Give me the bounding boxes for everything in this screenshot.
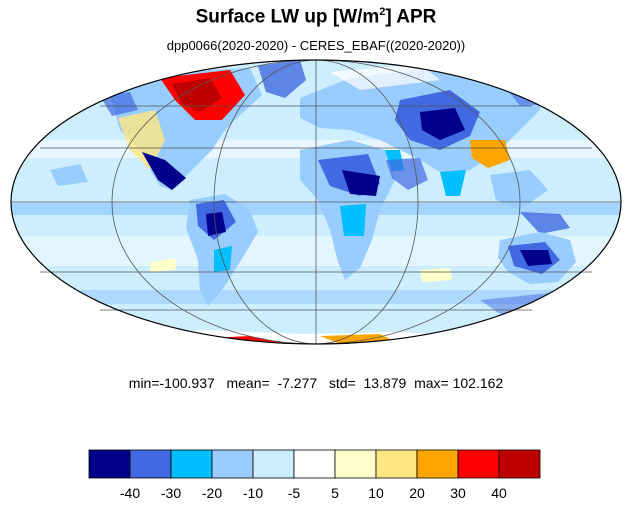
- colorbar-swatch-10: [498, 449, 541, 479]
- colorbar-swatch-8: [416, 449, 459, 479]
- colorbar-tick-label: 40: [491, 485, 507, 501]
- colorbar-tick-label: 10: [368, 485, 384, 501]
- colorbar-tick-label: -20: [202, 485, 222, 501]
- colorbar-tick-label: 20: [409, 485, 425, 501]
- colorbar-swatch-3: [211, 449, 254, 479]
- stat-mean: -7.277: [277, 375, 318, 391]
- colorbar-swatch-9: [457, 449, 500, 479]
- greenland: [258, 60, 306, 98]
- colorbar-tick-label: -5: [288, 485, 301, 501]
- colorbar-tick-label: 30: [450, 485, 466, 501]
- colorbar-swatch-0: [88, 449, 131, 479]
- colorbar-swatch-7: [375, 449, 418, 479]
- colorbar-tick-label: -30: [161, 485, 181, 501]
- plot-title: Surface LW up [W/m2] APR: [195, 6, 437, 28]
- plot-subtitle: dpp0066(2020-2020) - CERES_EBAF((2020-20…: [166, 38, 466, 53]
- stat-max: 102.162: [452, 375, 504, 391]
- colorbar-swatch-5: [293, 449, 336, 479]
- colorbar-tick-label: -40: [120, 485, 140, 501]
- stat-std: 13.879: [363, 375, 407, 391]
- colorbar-swatch-6: [334, 449, 377, 479]
- stat-min: -100.937: [159, 375, 215, 391]
- colorbar-swatch-2: [170, 449, 213, 479]
- colorbar-swatch-4: [252, 449, 295, 479]
- colorbar-tick-label: -10: [243, 485, 263, 501]
- colorbar-swatch-1: [129, 449, 172, 479]
- statistics-line: min=-100.937 mean= -7.277 std= 13.879 ma…: [128, 375, 504, 391]
- map-outline: [10, 59, 622, 345]
- colorbar-tick-label: 5: [331, 485, 339, 501]
